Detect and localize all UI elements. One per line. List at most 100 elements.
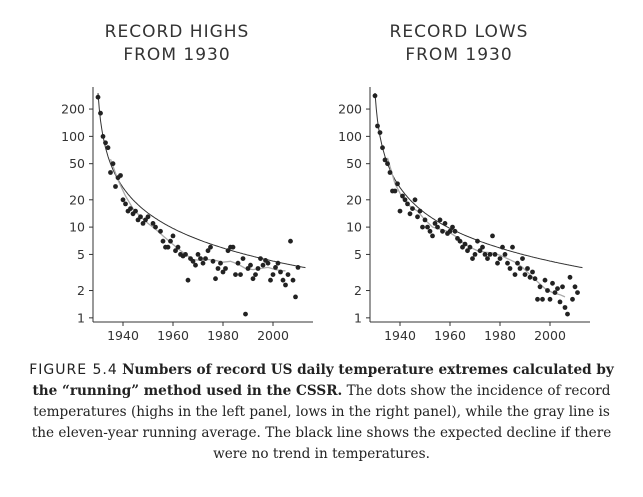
lows-data-point: [382, 157, 388, 163]
lows-data-point: [532, 276, 538, 282]
highs-data-point: [150, 221, 156, 226]
lows-data-point: [422, 217, 428, 223]
lows-data-point: [495, 260, 500, 266]
lows-data-point: [402, 197, 408, 203]
highs-data-point: [238, 272, 243, 277]
lows-data-point: [430, 233, 435, 239]
lows-data-point: [497, 256, 503, 261]
lows-data-point: [385, 161, 390, 167]
highs-data-point: [195, 252, 201, 257]
lows-x-tick-label: 2000: [534, 328, 566, 343]
lows-data-point: [530, 269, 535, 275]
highs-data-point: [118, 173, 123, 178]
caption-text: The dots show the incidence of record te…: [31, 383, 612, 462]
lows-data-point: [515, 260, 520, 266]
lows-data-point: [570, 296, 575, 302]
highs-data-point: [193, 262, 198, 268]
lows-data-point: [417, 208, 423, 214]
lows-y-tick-label: 10: [346, 220, 362, 235]
lows-data-point: [537, 284, 543, 290]
highs-y-tick-label: 2: [77, 283, 85, 298]
highs-y-tick-label: 10: [69, 220, 85, 235]
highs-data-point: [273, 265, 278, 270]
highs-data-point: [243, 311, 248, 317]
lows-data-point: [547, 296, 553, 302]
highs-data-point: [280, 277, 286, 283]
highs-data-point: [235, 260, 241, 266]
lows-data-point: [472, 252, 478, 257]
highs-data-point: [225, 248, 231, 254]
lows-data-point: [415, 214, 420, 220]
lows-data-point: [535, 296, 540, 302]
highs-data-point: [268, 277, 273, 283]
highs-data-point: [248, 262, 253, 268]
lows-data-point: [387, 170, 393, 175]
lows-y-tick-label: 20: [346, 192, 362, 207]
lows-data-point: [552, 290, 558, 295]
highs-y-tick-label: 200: [61, 102, 85, 117]
lows-data-point: [557, 299, 563, 305]
lows-data-point: [500, 244, 505, 250]
lows-data-point: [442, 221, 448, 226]
lows-data-point: [400, 193, 405, 199]
lows-data-point: [540, 296, 545, 302]
highs-data-point: [205, 248, 211, 254]
highs-data-point: [165, 244, 171, 250]
lows-y-tick-label: 200: [338, 102, 362, 117]
highs-y-tick-label: 1: [77, 310, 85, 325]
lows-data-point: [377, 130, 383, 136]
highs-data-point: [288, 238, 293, 244]
lows-y-tick-label: 50: [346, 156, 362, 171]
highs-data-point: [285, 272, 291, 277]
highs-data-point: [110, 161, 116, 167]
lows-data-point: [492, 252, 498, 257]
lows-data-point: [380, 145, 385, 151]
highs-data-point: [198, 256, 203, 261]
lows-data-point: [505, 260, 510, 266]
lows-data-point: [465, 248, 470, 254]
highs-data-point: [128, 206, 133, 212]
lows-data-point: [545, 288, 550, 293]
lows-data-point: [507, 266, 513, 271]
lows-data-point: [427, 228, 433, 234]
lows-data-point: [572, 284, 578, 290]
lows-data-point: [550, 280, 555, 286]
highs-data-point: [123, 201, 128, 207]
lows-data-point: [432, 221, 438, 226]
highs-data-point: [100, 134, 106, 139]
lows-data-point: [502, 252, 508, 257]
lows-data-point: [462, 241, 468, 247]
highs-y-tick-label: 5: [77, 247, 85, 262]
highs-title-line-2: FROM 1930: [123, 45, 230, 65]
highs-data-point: [215, 266, 221, 271]
highs-data-point: [220, 269, 226, 275]
lows-data-point: [520, 256, 525, 261]
highs-x-tick-label: 2000: [257, 328, 289, 343]
lows-y-tick-label: 1: [354, 310, 362, 325]
lows-data-point: [470, 256, 475, 261]
lows-data-point: [452, 228, 458, 234]
highs-expected-decline-line: [97, 93, 306, 269]
highs-data-point: [245, 266, 251, 271]
highs-data-point: [213, 276, 218, 282]
lows-running-average-line: [386, 157, 566, 298]
highs-data-point: [98, 110, 103, 116]
highs-data-point: [95, 94, 101, 100]
lows-x-tick-label: 1960: [434, 328, 466, 343]
highs-data-point: [230, 244, 236, 250]
highs-data-point: [290, 277, 296, 283]
highs-y-tick-label: 100: [61, 129, 85, 144]
highs-data-point: [183, 252, 188, 257]
lows-data-point: [440, 228, 445, 234]
highs-data-point: [293, 294, 298, 300]
highs-data-point: [153, 224, 158, 230]
lows-data-point: [435, 224, 440, 230]
lows-data-point: [425, 224, 430, 230]
lows-y-tick-label: 100: [338, 129, 362, 144]
highs-data-point: [133, 208, 138, 214]
highs-data-point: [223, 266, 228, 271]
lows-data-point: [525, 266, 530, 271]
lows-data-point: [510, 244, 515, 250]
lows-data-point: [395, 181, 400, 187]
highs-data-point: [160, 238, 166, 244]
